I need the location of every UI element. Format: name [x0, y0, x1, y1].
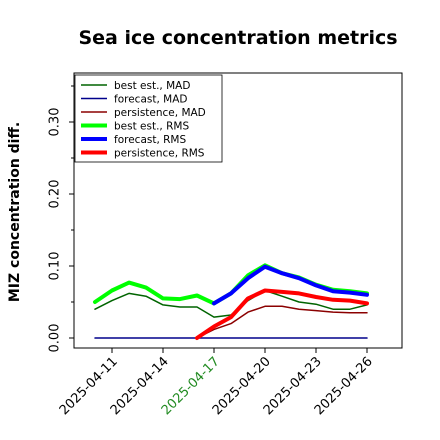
legend-label: forecast, MAD [114, 94, 187, 106]
legend-label: persistence, RMS [114, 148, 205, 160]
y-axis-label: MIZ concentration diff. [7, 122, 23, 302]
series-line-5 [195, 288, 369, 340]
y-axis: 0.00 0.10 0.20 0.30 [48, 85, 74, 353]
y-tick-label: 0.20 [48, 180, 63, 209]
y-tick-label: 0.30 [48, 108, 63, 137]
x-axis: 2025-04-112025-04-142025-04-172025-04-20… [57, 348, 376, 418]
y-tick-label: 0.00 [48, 324, 63, 353]
chart-title: Sea ice concentration metrics [78, 27, 397, 49]
legend-label: persistence, MAD [114, 107, 206, 119]
legend-frame [74, 74, 223, 163]
legend-label: best est., RMS [114, 121, 189, 133]
y-tick-label: 0.10 [48, 252, 63, 281]
series-line-4 [212, 264, 369, 306]
series-layer [93, 263, 369, 340]
series-line-2 [196, 305, 368, 339]
legend-label: forecast, RMS [114, 134, 186, 146]
legend-label: best est., MAD [114, 80, 190, 92]
